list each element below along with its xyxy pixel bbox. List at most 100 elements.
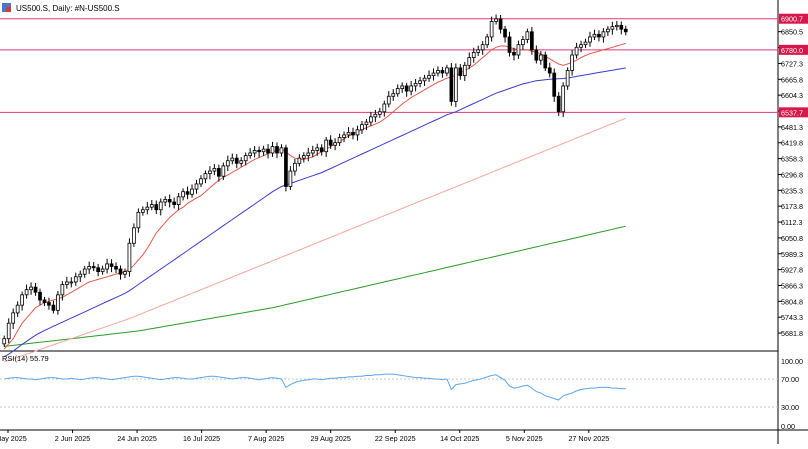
date-tick-label: 7 Aug 2025 — [248, 434, 284, 443]
candle-bear — [266, 148, 270, 154]
rsi-tick-label: 30.00 — [781, 403, 799, 412]
date-tick-label: 5 Nov 2025 — [506, 434, 543, 443]
candle-bull — [29, 286, 33, 291]
candle-bull — [293, 162, 297, 172]
price-tick-label: 5743.3 — [781, 313, 803, 322]
ma-red-line — [3, 42, 626, 350]
time-axis: 9 May 2025 2 Jun 2025 24 Jun 2025 16 Jul 20… — [0, 430, 609, 443]
candle-bull — [431, 72, 436, 77]
candle-bull — [2, 338, 7, 345]
date-tick-label: 27 Nov 2025 — [568, 434, 609, 443]
candle-bull — [476, 49, 481, 53]
candle-bull — [306, 152, 311, 156]
candle-bull — [570, 54, 574, 71]
rsi-tick-label: 100.00 — [781, 357, 803, 366]
candle-bull — [391, 93, 396, 97]
price-tick-label: 6296.8 — [781, 170, 803, 179]
candle-bear — [512, 52, 516, 56]
candle-bull — [127, 242, 132, 273]
price-tick-label: 5681.8 — [781, 329, 803, 338]
candle-bull — [301, 155, 306, 159]
price-tick-label: 6604.3 — [781, 91, 803, 100]
candle-bear — [33, 286, 38, 293]
candle-bull — [521, 39, 525, 46]
candle-bull — [64, 281, 69, 285]
candle-bull — [56, 294, 60, 311]
candle-bull — [199, 178, 203, 185]
candle-bear — [114, 266, 118, 270]
candle-bull — [565, 70, 570, 87]
candle-bull — [386, 95, 391, 105]
candle-bear — [275, 146, 279, 154]
candle-bull — [252, 150, 257, 154]
candle-bear — [47, 302, 51, 306]
candle-bear — [351, 131, 355, 136]
candle-bull — [606, 28, 610, 33]
candle-bull — [583, 41, 588, 46]
candle-bull — [20, 294, 24, 306]
candle-bull — [561, 85, 566, 113]
candle-bull — [360, 124, 364, 131]
candle-bull — [230, 157, 235, 162]
price-pane — [0, 14, 778, 363]
candle-bull — [369, 116, 373, 123]
candle-bull — [212, 168, 217, 172]
rsi-label: RSI(14) 55.79 — [2, 354, 49, 363]
candle-bear — [154, 204, 159, 211]
candle-bear — [234, 157, 239, 164]
candle-bull — [11, 312, 16, 324]
candle-bull — [132, 227, 136, 244]
candle-bear — [257, 150, 261, 153]
price-axis: 6850.56789.06727.36665.86604.36542.76481… — [778, 13, 808, 338]
candle-bear — [96, 267, 100, 273]
candle-bear — [597, 33, 601, 38]
candle-bull — [208, 170, 212, 175]
candle-bull — [78, 273, 83, 278]
candle-bull — [123, 271, 127, 275]
candle-bear — [38, 291, 42, 301]
candle-bull — [333, 142, 337, 146]
candle-bull — [136, 211, 141, 229]
candle-bull — [176, 196, 181, 205]
candle-bear — [623, 28, 628, 33]
candle-bull — [422, 77, 427, 82]
candle-bear — [91, 266, 96, 269]
candle-bull — [364, 121, 369, 126]
candle-bull — [145, 206, 150, 211]
price-tick-label: 5866.3 — [781, 281, 803, 290]
date-tick-label: 29 Aug 2025 — [310, 434, 350, 443]
price-tick-label: 6850.5 — [781, 28, 803, 37]
candle-bear — [42, 299, 47, 303]
rsi-pane — [0, 373, 778, 408]
price-tick-label: 6235.3 — [781, 186, 803, 195]
candle-bull — [248, 152, 253, 156]
candle-bull — [315, 147, 320, 151]
candle-bull — [203, 173, 208, 180]
candle-bull — [24, 289, 29, 296]
candle-bull — [346, 131, 351, 136]
candle-bull — [82, 268, 87, 275]
candle-bull — [355, 129, 360, 136]
candle-bull — [225, 160, 230, 167]
candle-bear — [507, 36, 512, 53]
date-tick-label: 2 Jun 2025 — [55, 434, 91, 443]
candle-bull — [60, 284, 65, 296]
candle-bear — [167, 199, 172, 203]
date-tick-label: 22 Sep 2025 — [375, 434, 416, 443]
candle-bull — [149, 204, 154, 208]
candle-bull — [342, 134, 346, 138]
date-tick-label: 24 Jun 2025 — [117, 434, 157, 443]
price-tag-label: 6780.0 — [781, 46, 803, 55]
candle-bull — [105, 263, 109, 270]
candle-bull — [221, 165, 226, 177]
rsi-axis: 100.00 70.00 30.00 0.00 — [781, 357, 803, 431]
candle-bull — [494, 18, 498, 22]
chart-title: US500.S, Daily: #N-US500.S — [16, 4, 120, 13]
candle-bull — [418, 80, 422, 84]
price-tick-label: 6665.8 — [781, 75, 803, 84]
candle-bull — [279, 147, 284, 154]
candle-bull — [6, 322, 11, 340]
candle-bear — [440, 70, 445, 74]
candle-bull — [516, 44, 521, 56]
